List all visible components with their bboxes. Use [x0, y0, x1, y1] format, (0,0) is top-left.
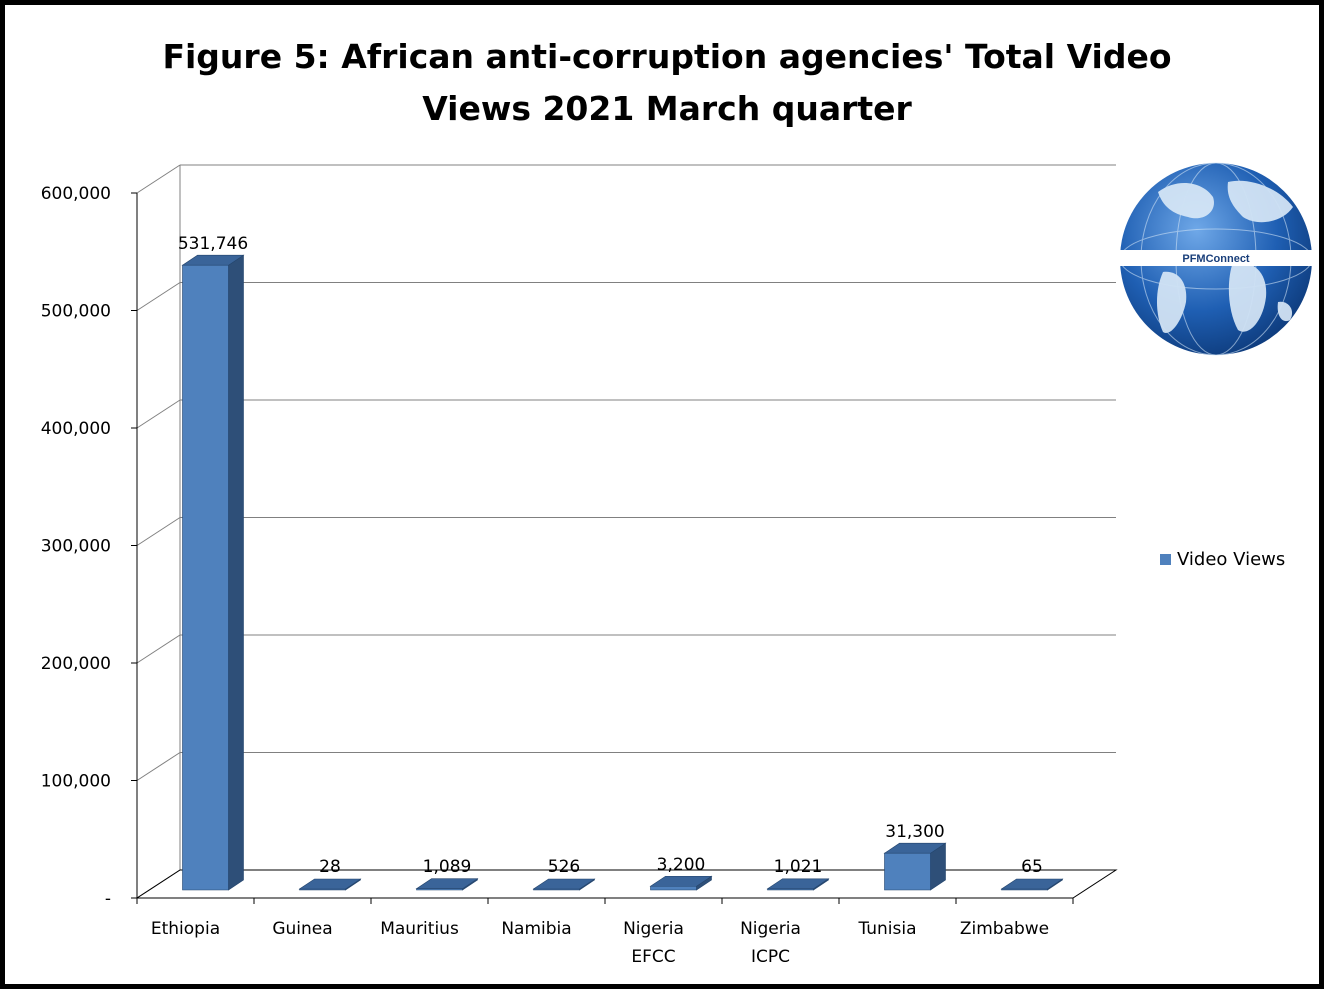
logo-text: PFMConnect [1182, 253, 1250, 265]
legend-label: Video Views [1177, 549, 1286, 570]
x-tick-label: Tunisia [857, 919, 916, 939]
gridline-side [136, 634, 181, 664]
gridline-side [136, 752, 181, 781]
y-tick-label: - [105, 889, 111, 909]
y-tick-label: 600,000 [41, 184, 111, 204]
gridline-side [136, 399, 181, 429]
legend-swatch [1160, 554, 1171, 565]
bar-guinea [298, 878, 362, 891]
bar-nigeria-efcc [649, 875, 713, 891]
chart-floor [135, 869, 1118, 899]
y-tick-label: 200,000 [41, 654, 111, 674]
x-tick-label: Nigeria ICPC [740, 919, 801, 967]
data-label: 28 [319, 857, 341, 877]
data-label: 526 [548, 857, 580, 877]
data-label: 1,089 [423, 857, 472, 877]
bar-tunisia [883, 842, 947, 891]
y-tick-label: 100,000 [41, 772, 111, 792]
bar-ethiopia [181, 254, 245, 891]
x-tick-label: Nigeria EFCC [623, 919, 684, 967]
data-label: 3,200 [657, 855, 706, 875]
legend: Video Views [1160, 549, 1285, 570]
y-tick-label: 500,000 [41, 302, 111, 322]
x-tick-label: Mauritius [380, 919, 459, 939]
bar-nigeria-icpc [766, 878, 830, 891]
pfmconnect-globe-logo: PFMConnect [1118, 162, 1314, 356]
bar-namibia [532, 878, 596, 891]
x-tick-label: Ethiopia [151, 919, 220, 939]
data-label: 531,746 [178, 234, 248, 254]
bar-mauritius [415, 878, 479, 891]
chart-title: Figure 5: African anti-corruption agenci… [162, 37, 1172, 128]
x-tick-label: Namibia [501, 919, 571, 939]
gridline-side [136, 164, 181, 194]
y-tick-label: 400,000 [41, 419, 111, 439]
x-tick-label: Zimbabwe [960, 919, 1049, 939]
gridline-side [136, 282, 181, 311]
y-tick-label: 300,000 [41, 537, 111, 557]
data-label: 31,300 [885, 822, 944, 842]
data-label: 1,021 [774, 857, 823, 877]
gridline-side [136, 517, 181, 546]
data-label: 65 [1021, 857, 1043, 877]
x-tick-label: Guinea [272, 919, 332, 939]
bar-zimbabwe [1000, 878, 1064, 891]
